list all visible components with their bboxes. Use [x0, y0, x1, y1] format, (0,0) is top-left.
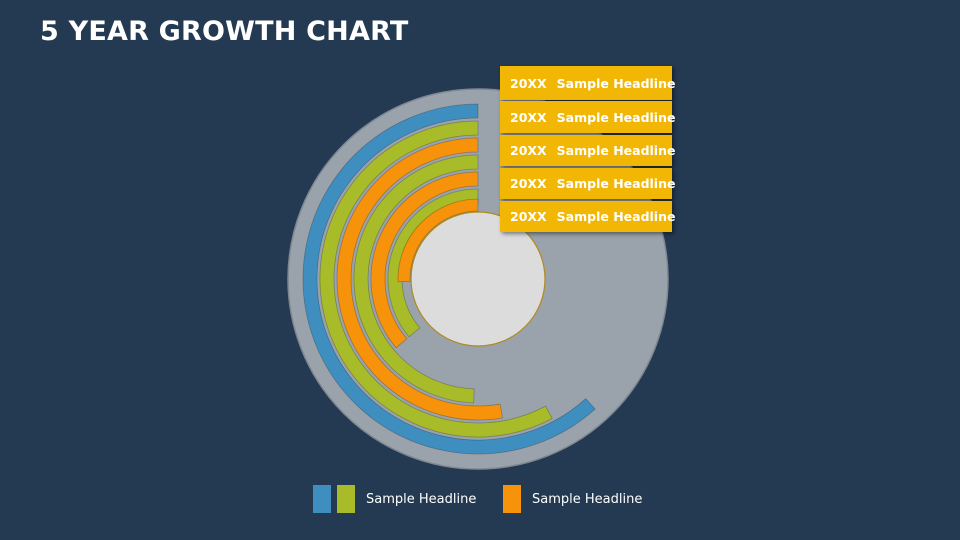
year-label-headline: Sample Headline [556, 176, 676, 191]
legend-label-1: Sample Headline [366, 492, 477, 507]
ring-arc-3-orange [336, 137, 503, 421]
year-label-1: 20XX Sample Headline [500, 66, 675, 100]
ring-arc-4-green [353, 154, 479, 404]
year-label-headline: Sample Headline [556, 75, 676, 91]
year-label-4: 20XX Sample Headline [500, 168, 675, 199]
ring-arcs [302, 103, 596, 455]
ring-arc-1-blue [302, 103, 596, 455]
year-label-year: 20XX [510, 209, 547, 224]
year-label-5: 20XX Sample Headline [500, 201, 675, 232]
year-label-2: 20XX Sample Headline [500, 101, 675, 133]
center-circle [410, 211, 546, 347]
year-label-3: 20XX Sample Headline [500, 135, 675, 166]
legend-swatch-orange [503, 485, 521, 513]
legend-label-2: Sample Headline [532, 492, 643, 507]
ring-arc-2-green [319, 120, 553, 438]
year-label-year: 20XX [510, 75, 547, 91]
year-label-year: 20XX [510, 143, 547, 158]
legend-swatch-green [337, 485, 355, 513]
year-label-year: 20XX [510, 176, 547, 191]
year-label-headline: Sample Headline [556, 209, 676, 224]
legend: Sample Headline Sample Headline [0, 485, 960, 515]
ring-arc-7-orange [397, 198, 479, 283]
legend-swatch-blue [313, 485, 331, 513]
year-label-headline: Sample Headline [556, 143, 676, 158]
page-title: 5 YEAR GROWTH CHART [40, 16, 409, 47]
ring-arc-5-orange [370, 171, 479, 349]
year-label-headline: Sample Headline [556, 109, 676, 125]
year-label-year: 20XX [510, 109, 547, 125]
